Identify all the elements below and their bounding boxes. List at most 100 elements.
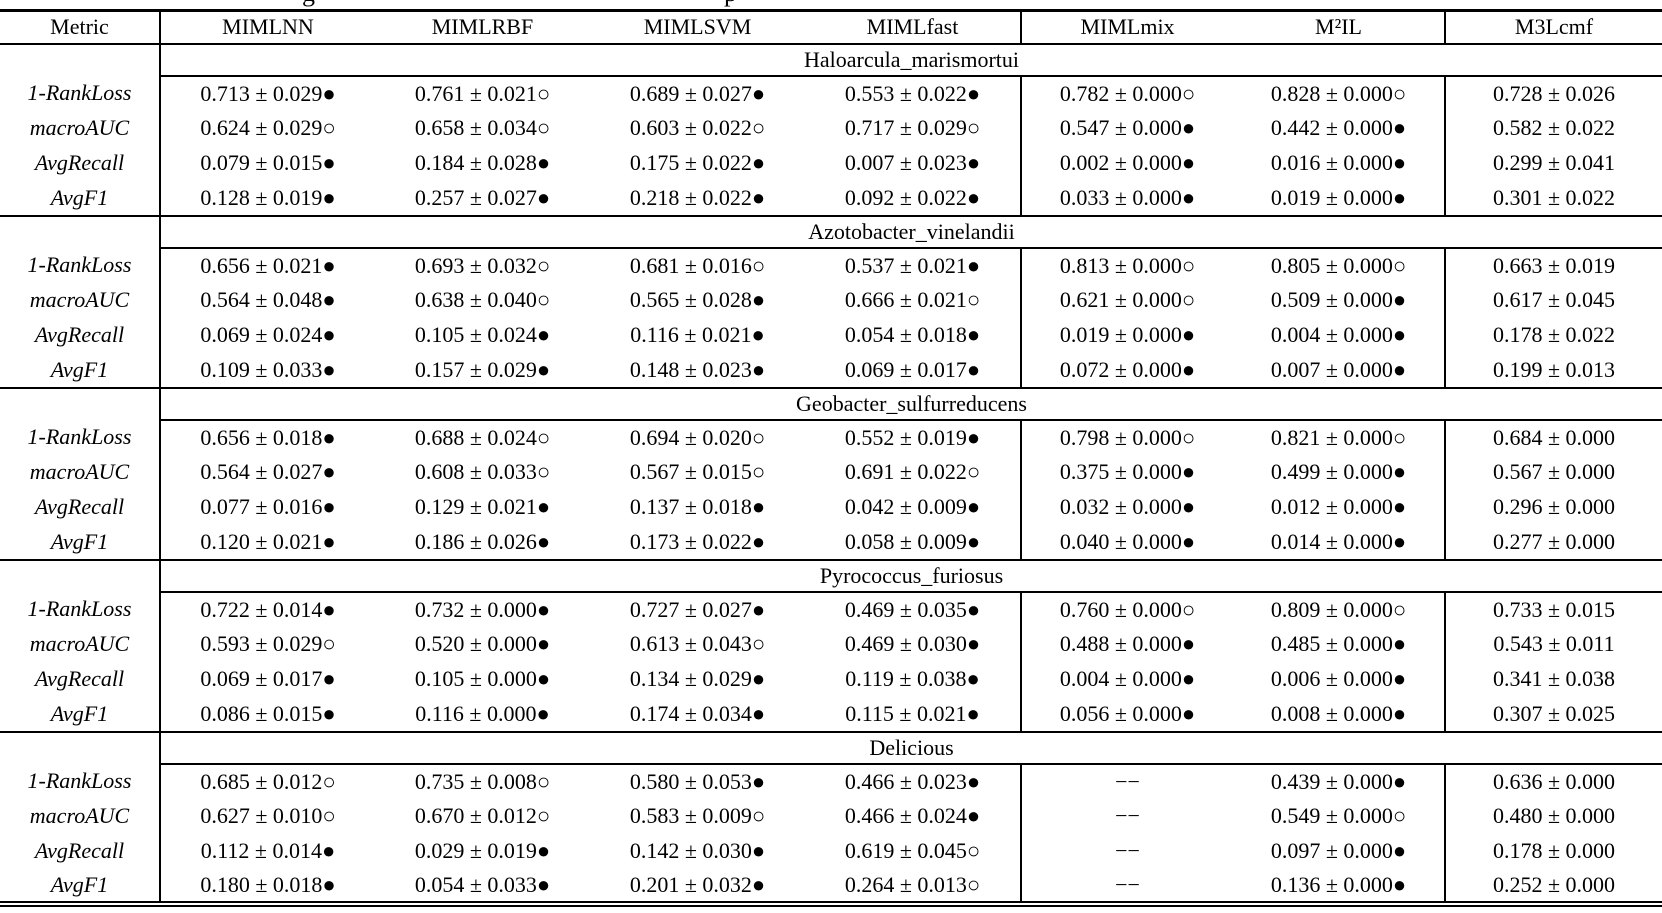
header-row: Metric MIMLNN MIMLRBF MIMLSVM MIMLfast MIMLmi… bbox=[0, 10, 1662, 45]
result-cell: 0.019 ± 0.000● bbox=[1059, 322, 1196, 347]
result-cell: 0.105 ± 0.024● bbox=[414, 322, 551, 347]
dataset-band-geobacter-sulfurreducens: Geobacter_sulfurreducens bbox=[160, 387, 1662, 421]
result-cell: 0.012 ± 0.000● bbox=[1233, 489, 1446, 525]
result-cell: 0.681 ± 0.016○ bbox=[629, 252, 766, 278]
column-header-mimlfast: MIMLfast bbox=[805, 10, 1022, 45]
result-cell: 0.565 ± 0.028● bbox=[629, 287, 766, 312]
result-cell: 0.761 ± 0.021○ bbox=[414, 80, 551, 106]
result-cell: 0.157 ± 0.029● bbox=[375, 352, 590, 389]
result-cell: 0.301 ± 0.022 bbox=[1445, 180, 1662, 217]
result-cell: 0.137 ± 0.018● bbox=[629, 494, 766, 519]
result-cell: 0.307 ± 0.025 bbox=[1445, 696, 1662, 733]
result-cell: 0.252 ± 0.000 bbox=[1492, 871, 1616, 897]
result-cell: 0.002 ± 0.000● bbox=[1059, 150, 1196, 175]
result-cell: 0.624 ± 0.029○ bbox=[200, 115, 336, 140]
metric-label: macroAUC bbox=[0, 110, 161, 146]
result-cell: −− bbox=[1115, 871, 1140, 897]
table-row: AvgF1 0.180 ± 0.018● 0.054 ± 0.033● 0.201 ±… bbox=[0, 868, 1662, 904]
table-row: macroAUC 0.564 ± 0.027● 0.608 ± 0.033○ 0.56… bbox=[0, 454, 1662, 490]
result-cell: 0.058 ± 0.009● bbox=[805, 524, 1022, 561]
metric-label: AvgF1 bbox=[0, 352, 161, 389]
result-cell: 0.603 ± 0.022○ bbox=[629, 115, 766, 140]
result-cell: 0.178 ± 0.022 bbox=[1492, 322, 1616, 347]
dataset-band-row: Delicious bbox=[0, 731, 1662, 765]
result-cell: −− bbox=[1115, 803, 1140, 828]
metric-label: AvgF1 bbox=[0, 524, 161, 561]
result-cell: 0.685 ± 0.012○ bbox=[200, 768, 336, 794]
result-cell: 0.656 ± 0.021● bbox=[200, 252, 336, 278]
result-cell: 0.112 ± 0.014● bbox=[200, 838, 336, 863]
metric-label: AvgF1 bbox=[0, 868, 161, 904]
dataset-band-haloarcula-marismortui: Haloarcula_marismortui bbox=[160, 43, 1662, 77]
result-cell: 0.201 ± 0.032● bbox=[629, 871, 766, 897]
result-cell: 0.072 ± 0.000● bbox=[1021, 352, 1233, 389]
table-row: AvgF1 0.086 ± 0.015● 0.116 ± 0.000● 0.174 ±… bbox=[0, 696, 1662, 733]
result-cell: 0.008 ± 0.000● bbox=[1233, 696, 1446, 733]
table-row: AvgRecall 0.112 ± 0.014● 0.029 ± 0.019● 0.1… bbox=[0, 833, 1662, 869]
result-cell: 0.142 ± 0.030● bbox=[629, 838, 766, 863]
dataset-band-row: Pyrococcus_furiosus bbox=[0, 559, 1662, 593]
result-cell: 0.109 ± 0.033● bbox=[160, 352, 375, 389]
result-cell: 0.693 ± 0.032○ bbox=[414, 252, 551, 278]
metric-label: macroAUC bbox=[0, 798, 161, 834]
result-cell: 0.717 ± 0.029○ bbox=[805, 110, 1022, 146]
result-cell: 0.691 ± 0.022○ bbox=[805, 454, 1022, 490]
result-cell: 0.732 ± 0.000● bbox=[414, 596, 551, 622]
result-cell: 0.666 ± 0.021○ bbox=[805, 282, 1022, 318]
result-cell: 0.184 ± 0.028● bbox=[414, 150, 551, 175]
table-row: macroAUC 0.564 ± 0.048● 0.638 ± 0.040○ 0.56… bbox=[0, 282, 1662, 318]
result-cell: 0.004 ± 0.000● bbox=[1059, 666, 1196, 691]
metric-label: macroAUC bbox=[0, 282, 161, 318]
result-cell: 0.658 ± 0.034○ bbox=[414, 115, 551, 140]
result-cell: 0.040 ± 0.000● bbox=[1021, 524, 1233, 561]
result-cell: 0.582 ± 0.022 bbox=[1492, 115, 1616, 140]
result-cell: 0.509 ± 0.000● bbox=[1233, 282, 1446, 318]
result-cell: 0.092 ± 0.022● bbox=[805, 180, 1022, 217]
result-cell: 0.299 ± 0.041 bbox=[1492, 150, 1616, 175]
table-row: 1-RankLoss 0.656 ± 0.021● 0.693 ± 0.032○ 0.… bbox=[0, 247, 1662, 283]
metric-label: AvgF1 bbox=[0, 180, 161, 217]
result-cell: 0.105 ± 0.000● bbox=[414, 666, 551, 691]
result-cell: 0.442 ± 0.000● bbox=[1233, 110, 1446, 146]
result-cell: 0.537 ± 0.021● bbox=[805, 247, 1022, 283]
result-cell: 0.656 ± 0.018● bbox=[200, 424, 336, 450]
result-cell: 0.798 ± 0.000○ bbox=[1059, 424, 1196, 450]
result-cell: 0.004 ± 0.000● bbox=[1233, 317, 1446, 353]
result-cell: 0.694 ± 0.020○ bbox=[629, 424, 766, 450]
result-cell: 0.174 ± 0.034● bbox=[590, 696, 805, 733]
result-cell: 0.713 ± 0.029● bbox=[200, 80, 336, 106]
result-cell: 0.567 ± 0.000 bbox=[1492, 459, 1616, 484]
result-cell: 0.549 ± 0.000○ bbox=[1233, 798, 1446, 834]
column-header-metric: Metric bbox=[0, 10, 161, 45]
result-cell: 0.086 ± 0.015● bbox=[160, 696, 375, 733]
metric-label: 1-RankLoss bbox=[0, 247, 161, 283]
table-row: AvgRecall 0.069 ± 0.017● 0.105 ± 0.000● 0.1… bbox=[0, 661, 1662, 697]
result-cell: 0.218 ± 0.022● bbox=[590, 180, 805, 217]
result-cell: 0.735 ± 0.008○ bbox=[414, 768, 551, 794]
metric-label: macroAUC bbox=[0, 454, 161, 490]
column-header-m3lcmf: M3Lcmf bbox=[1445, 10, 1662, 45]
result-cell: 0.277 ± 0.000 bbox=[1445, 524, 1662, 561]
result-cell: 0.480 ± 0.000 bbox=[1492, 803, 1616, 828]
result-cell: 0.499 ± 0.000● bbox=[1233, 454, 1446, 490]
result-cell: 0.733 ± 0.015 bbox=[1492, 596, 1616, 622]
table-row: macroAUC 0.593 ± 0.029○ 0.520 ± 0.000● 0.61… bbox=[0, 626, 1662, 662]
result-cell: 0.032 ± 0.000● bbox=[1059, 494, 1196, 519]
result-cell: 0.627 ± 0.010○ bbox=[200, 803, 336, 828]
result-cell: 0.828 ± 0.000○ bbox=[1233, 75, 1446, 111]
result-cell: 0.728 ± 0.026 bbox=[1492, 80, 1616, 106]
column-header-mimlnn: MIMLNN bbox=[160, 10, 375, 45]
result-cell: 0.257 ± 0.027● bbox=[375, 180, 590, 217]
result-cell: 0.019 ± 0.000● bbox=[1233, 180, 1446, 217]
dataset-band-delicious: Delicious bbox=[160, 731, 1662, 765]
column-header-m-il: M²IL bbox=[1233, 10, 1446, 45]
result-cell: 0.006 ± 0.000● bbox=[1233, 661, 1446, 697]
result-cell: 0.199 ± 0.013 bbox=[1445, 352, 1662, 389]
caption-glyph-g: g bbox=[302, 0, 315, 8]
result-cell: 0.469 ± 0.030● bbox=[805, 626, 1022, 662]
dataset-band-spacer bbox=[0, 731, 161, 764]
result-cell: 0.567 ± 0.015○ bbox=[629, 459, 766, 484]
result-cell: 0.466 ± 0.024● bbox=[805, 798, 1022, 834]
result-cell: 0.116 ± 0.000● bbox=[375, 696, 590, 733]
